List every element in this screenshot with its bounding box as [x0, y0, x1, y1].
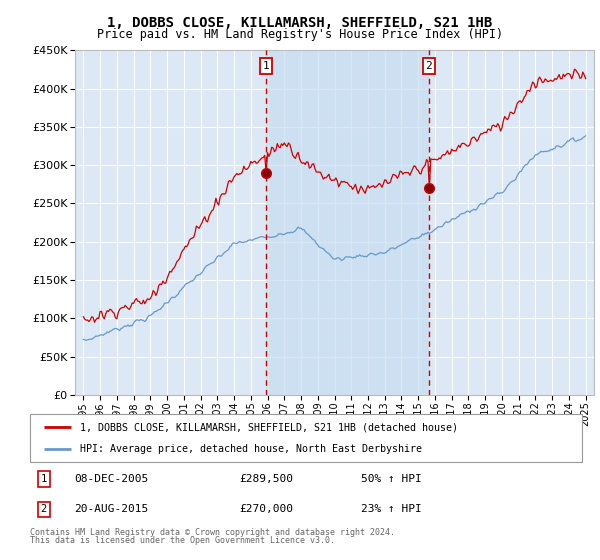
Text: 1, DOBBS CLOSE, KILLAMARSH, SHEFFIELD, S21 1HB: 1, DOBBS CLOSE, KILLAMARSH, SHEFFIELD, S… — [107, 16, 493, 30]
Text: 20-AUG-2015: 20-AUG-2015 — [74, 505, 148, 515]
Text: Price paid vs. HM Land Registry's House Price Index (HPI): Price paid vs. HM Land Registry's House … — [97, 28, 503, 41]
Bar — [266, 50, 429, 395]
FancyBboxPatch shape — [30, 414, 582, 462]
Text: 08-DEC-2005: 08-DEC-2005 — [74, 474, 148, 484]
Text: 1: 1 — [263, 61, 269, 71]
Text: HPI: Average price, detached house, North East Derbyshire: HPI: Average price, detached house, Nort… — [80, 444, 422, 454]
Text: This data is licensed under the Open Government Licence v3.0.: This data is licensed under the Open Gov… — [30, 536, 335, 545]
Text: 1: 1 — [41, 474, 47, 484]
Text: £289,500: £289,500 — [240, 474, 294, 484]
Text: 2: 2 — [41, 505, 47, 515]
Text: 2: 2 — [425, 61, 432, 71]
Text: 23% ↑ HPI: 23% ↑ HPI — [361, 505, 422, 515]
Text: £270,000: £270,000 — [240, 505, 294, 515]
Text: Contains HM Land Registry data © Crown copyright and database right 2024.: Contains HM Land Registry data © Crown c… — [30, 528, 395, 536]
Text: 50% ↑ HPI: 50% ↑ HPI — [361, 474, 422, 484]
Text: 1, DOBBS CLOSE, KILLAMARSH, SHEFFIELD, S21 1HB (detached house): 1, DOBBS CLOSE, KILLAMARSH, SHEFFIELD, S… — [80, 422, 458, 432]
